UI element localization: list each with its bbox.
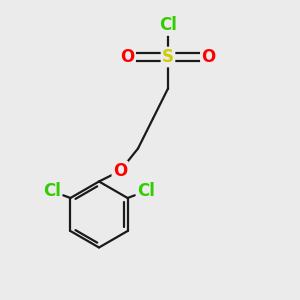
Text: Cl: Cl (159, 16, 177, 34)
Text: Cl: Cl (137, 182, 155, 200)
Text: O: O (201, 48, 216, 66)
Text: O: O (120, 48, 135, 66)
Text: Cl: Cl (43, 182, 61, 200)
Text: S: S (162, 48, 174, 66)
Text: O: O (113, 162, 127, 180)
